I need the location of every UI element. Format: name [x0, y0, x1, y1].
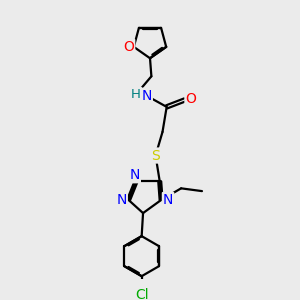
Text: H: H [131, 88, 141, 101]
Text: O: O [123, 40, 134, 54]
Text: N: N [130, 168, 140, 182]
Text: N: N [142, 89, 152, 103]
Text: O: O [185, 92, 196, 106]
Text: S: S [151, 148, 160, 163]
Text: N: N [163, 193, 173, 207]
Text: Cl: Cl [135, 288, 148, 300]
Text: N: N [116, 193, 127, 207]
